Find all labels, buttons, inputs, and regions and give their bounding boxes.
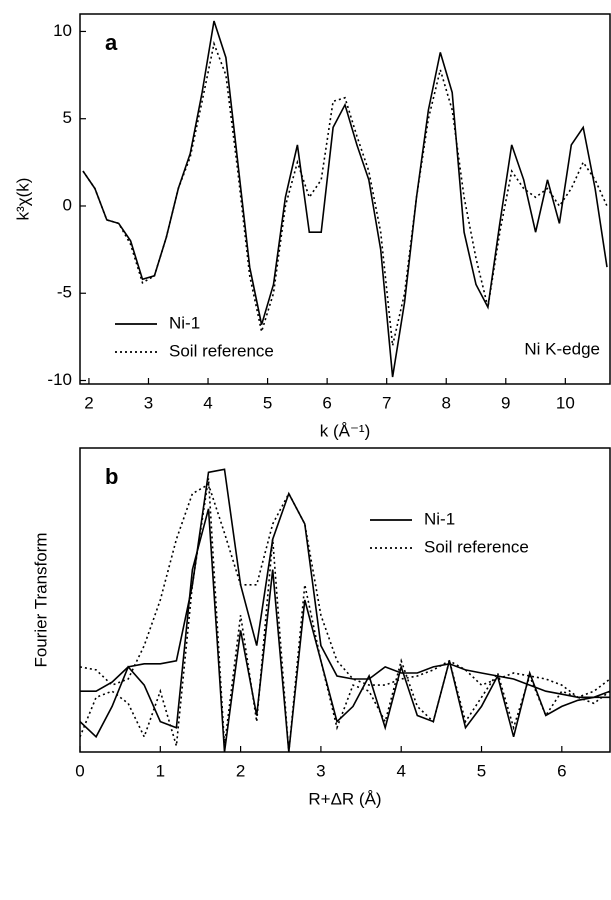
legend-label: Ni-1: [424, 509, 455, 528]
x-axis-label: R+ΔR (Å): [308, 789, 381, 808]
y-tick-label: -5: [57, 283, 72, 302]
annotation: Ni K-edge: [524, 339, 600, 358]
x-tick-label: 4: [396, 761, 405, 780]
x-tick-label: 3: [144, 393, 153, 412]
x-tick-label: 3: [316, 761, 325, 780]
data-line: [82, 40, 608, 346]
x-tick-label: 6: [322, 393, 331, 412]
legend-label: Soil reference: [169, 341, 274, 360]
panel-label: b: [105, 464, 118, 489]
y-axis-label: Fourier Transform: [31, 532, 50, 667]
data-line: [82, 20, 608, 378]
data-line: [80, 508, 610, 752]
x-tick-label: 2: [84, 393, 93, 412]
x-tick-label: 2: [236, 761, 245, 780]
y-axis-label: k³χ(k): [13, 178, 32, 221]
x-tick-label: 10: [556, 393, 575, 412]
plot-frame: [79, 447, 611, 753]
data-line: [80, 483, 610, 699]
panel-label: a: [105, 30, 118, 55]
y-tick-label: -10: [47, 370, 72, 389]
x-tick-label: 5: [477, 761, 486, 780]
x-tick-label: 9: [501, 393, 510, 412]
x-tick-label: 6: [557, 761, 566, 780]
data-line: [80, 478, 610, 752]
legend-label: Soil reference: [424, 537, 529, 556]
plot-frame: [79, 13, 611, 385]
x-tick-label: 8: [442, 393, 451, 412]
data-line: [80, 468, 610, 699]
x-tick-label: 4: [203, 393, 212, 412]
y-tick-label: 0: [63, 195, 72, 214]
x-tick-label: 7: [382, 393, 391, 412]
x-tick-label: 5: [263, 393, 272, 412]
y-tick-label: 5: [63, 108, 72, 127]
x-axis-label: k (Å⁻¹): [320, 421, 371, 440]
x-tick-label: 1: [156, 761, 165, 780]
y-tick-label: 10: [53, 21, 72, 40]
legend-label: Ni-1: [169, 313, 200, 332]
x-tick-label: 0: [75, 761, 84, 780]
